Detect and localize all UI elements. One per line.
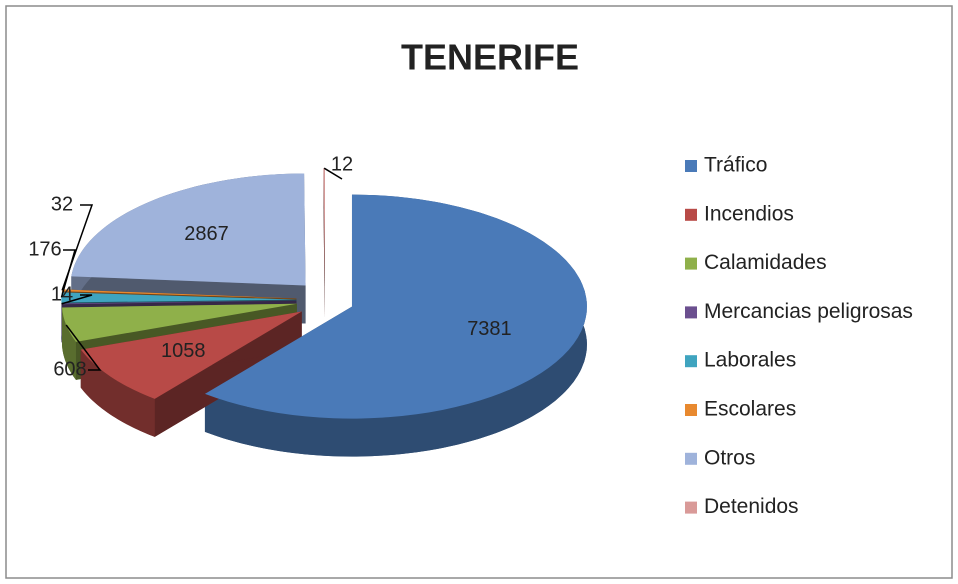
legend-swatch bbox=[685, 306, 697, 319]
slice-top bbox=[61, 300, 297, 305]
chart-title: TENERIFE bbox=[401, 37, 579, 78]
data-label: 176 bbox=[28, 238, 61, 260]
slice-top bbox=[61, 292, 297, 303]
leader-line bbox=[60, 249, 76, 298]
legend-label: Calamidades bbox=[704, 251, 827, 274]
legend-label: Incendios bbox=[704, 202, 794, 225]
data-label: 2867 bbox=[184, 223, 229, 245]
slice-top bbox=[204, 194, 587, 419]
slice-top bbox=[71, 173, 306, 286]
slice-side bbox=[80, 349, 155, 437]
legend-swatch bbox=[685, 257, 697, 270]
data-label: 608 bbox=[53, 358, 86, 380]
data-label: 12 bbox=[331, 153, 353, 175]
slice-side bbox=[62, 307, 76, 380]
legend-swatch bbox=[685, 355, 697, 368]
leader-line bbox=[323, 167, 343, 180]
leader-line bbox=[61, 294, 93, 305]
legend-label: Otros bbox=[704, 446, 755, 469]
legend-label: Tráfico bbox=[704, 154, 767, 177]
slice-top bbox=[61, 289, 297, 299]
slice-tops bbox=[61, 168, 587, 419]
data-label: 7381 bbox=[467, 318, 512, 340]
legend-label: Detenidos bbox=[704, 495, 799, 518]
legend-swatch bbox=[685, 452, 697, 465]
legend-swatch bbox=[685, 160, 697, 172]
slice-top bbox=[323, 168, 325, 281]
legend-swatch bbox=[685, 404, 697, 416]
legend-swatch bbox=[685, 208, 697, 221]
slice-top bbox=[80, 311, 302, 399]
data-label: 32 bbox=[51, 193, 73, 215]
data-label: 1058 bbox=[161, 340, 206, 362]
legend-swatch bbox=[685, 501, 697, 514]
slice-side bbox=[204, 194, 587, 457]
leader-line bbox=[61, 204, 94, 291]
leader-line bbox=[65, 324, 102, 371]
legend-label: Laborales bbox=[704, 349, 796, 372]
slice-top bbox=[62, 303, 297, 342]
legend-label: Escolares bbox=[704, 398, 796, 421]
legend-label: Mercancias peligrosas bbox=[704, 300, 913, 323]
